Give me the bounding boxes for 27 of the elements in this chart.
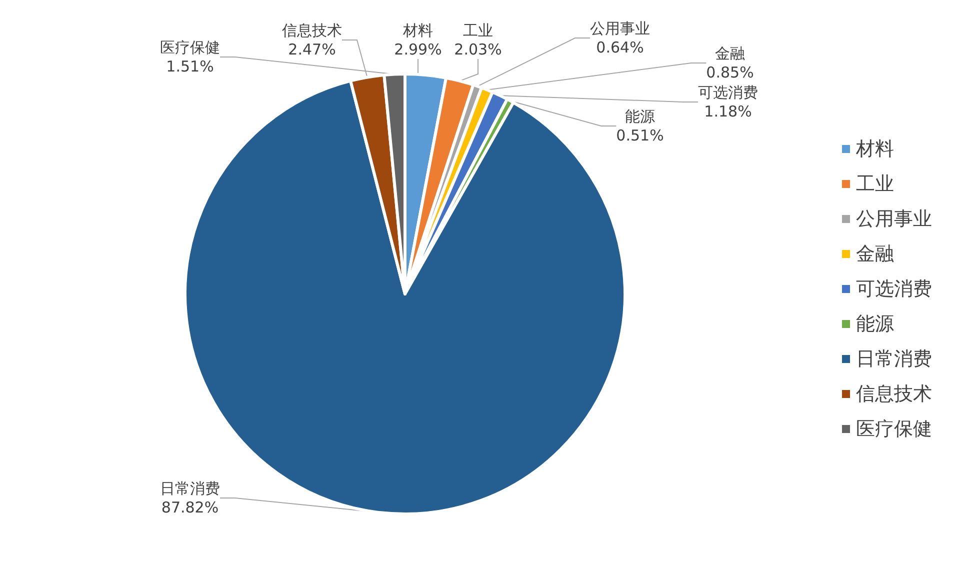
slice-label: 日常消费: [160, 480, 220, 498]
data-label: 0.85%: [706, 64, 754, 82]
legend-label: 日常消费: [856, 348, 932, 370]
slice-label: 公用事业: [590, 20, 650, 38]
slice-label: 工业: [463, 22, 493, 40]
data-label: 1.51%: [166, 58, 214, 76]
legend-label: 可选消费: [856, 278, 932, 300]
data-label: 2.47%: [288, 40, 336, 58]
data-label: 0.51%: [616, 126, 664, 144]
legend-label: 材料: [855, 138, 894, 160]
slice-label: 材料: [402, 22, 433, 40]
data-label: 2.99%: [394, 40, 442, 58]
data-label: 2.03%: [454, 40, 502, 58]
legend-label: 公用事业: [856, 208, 932, 230]
legend-label: 医疗保健: [856, 418, 932, 440]
slice-label: 信息技术: [282, 22, 342, 40]
slice-label: 能源: [625, 108, 655, 126]
legend-label: 工业: [856, 173, 894, 195]
slice-label: 可选消费: [698, 84, 758, 102]
data-label: 1.18%: [704, 102, 752, 120]
legend-label: 金融: [856, 243, 894, 265]
data-label: 87.82%: [161, 498, 219, 516]
legend-label: 能源: [856, 313, 894, 335]
slice-label: 医疗保健: [160, 38, 220, 56]
slice-label: 金融: [715, 44, 745, 62]
legend-label: 信息技术: [856, 383, 932, 405]
data-label: 0.64%: [596, 38, 644, 56]
